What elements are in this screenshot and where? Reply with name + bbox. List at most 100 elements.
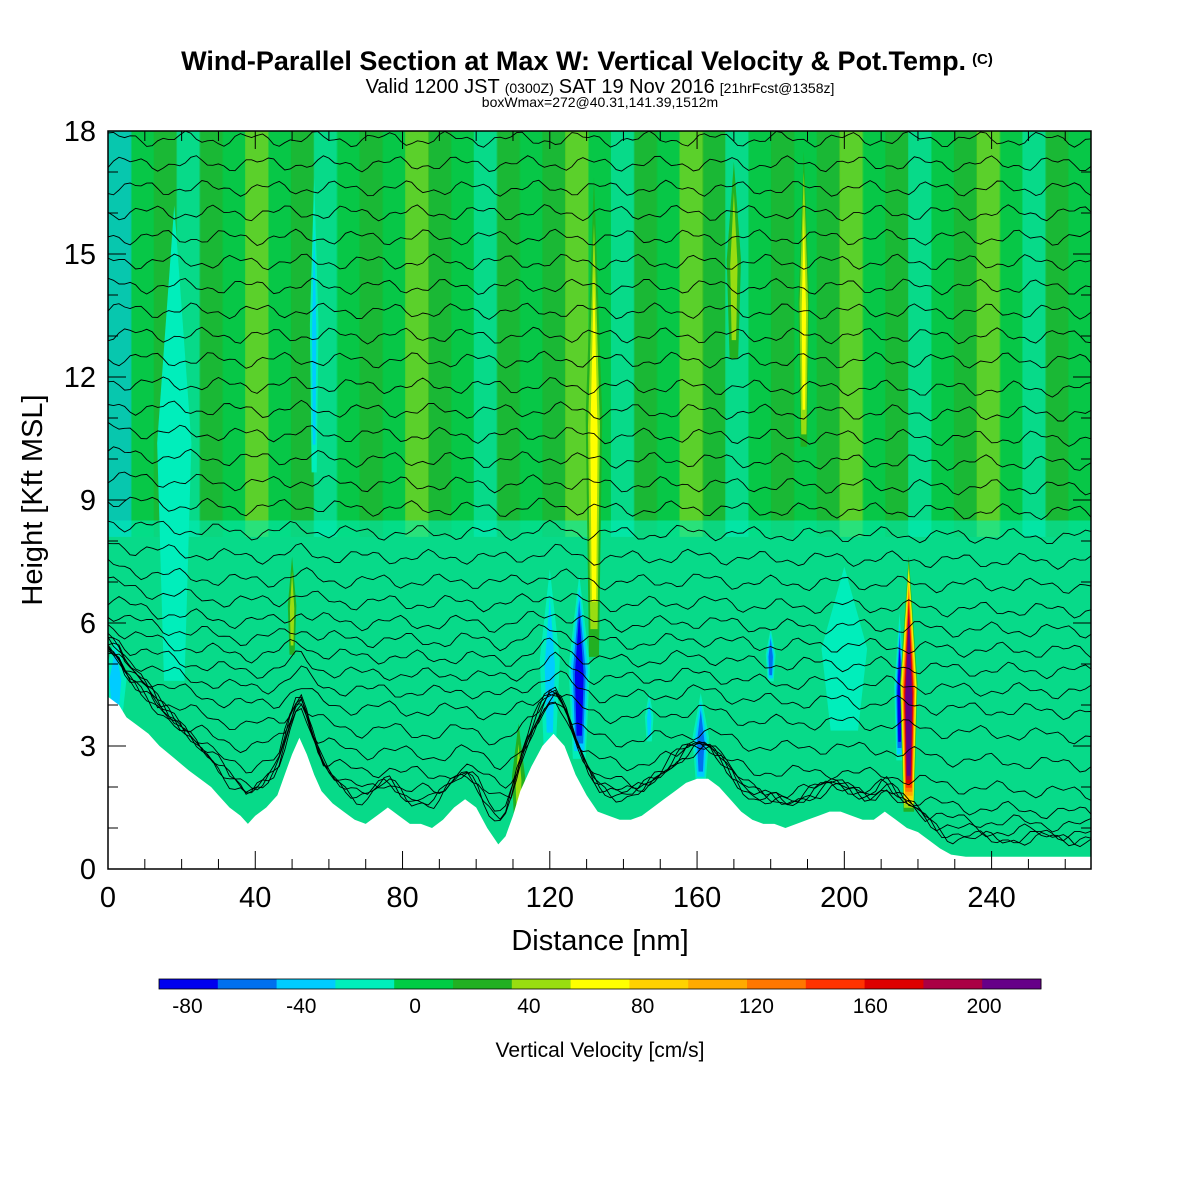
velocity-band [930,131,955,537]
updraft-core [905,615,912,776]
subtitle-forecast: [21hrFcst@1358z] [720,80,835,96]
theta-contour [108,624,1091,680]
subtitle-date: SAT 19 Nov 2016 [559,76,715,98]
velocity-band [770,131,795,537]
updraft-core [289,571,295,646]
colorbar-swatch [335,979,395,989]
updraft-core [590,269,598,602]
y-tick-label: 12 [64,362,96,394]
theta-contour [108,642,1091,773]
theta-contours [108,131,1091,848]
y-tick-label: 0 [80,854,96,886]
colorbar-tick-label: -40 [286,995,316,1018]
downdraft-core [697,710,705,772]
theta-contour [108,650,1091,801]
colorbar-tick-label: 120 [739,995,774,1018]
theta-contour [108,131,1091,148]
velocity-band [336,131,361,537]
velocity-band [953,131,978,537]
colorbar-tick-label: 80 [631,995,654,1018]
theta-contour [108,646,1091,820]
velocity-band [268,131,292,537]
velocity-band [1068,131,1091,537]
velocity-band [130,131,155,537]
colorbar-frame [158,978,1042,990]
theta-contour [108,644,1091,847]
velocity-band [496,131,521,537]
theta-contour [108,302,1091,320]
theta-contour [108,179,1091,197]
colorbar-swatch [217,979,278,989]
velocity-band [702,131,727,537]
y-tick-label: 6 [80,608,96,640]
colorbar-swatch [864,979,924,989]
y-tick-label: 18 [64,116,96,148]
theta-contour [108,326,1091,345]
velocity-band [862,131,887,537]
velocity-band [885,131,910,537]
velocity-band [1045,131,1070,537]
downdraft-core [646,699,652,737]
downdraft-core [768,638,773,676]
velocity-band [908,131,932,537]
velocity-band [633,131,658,537]
theta-contour [108,204,1091,222]
downdraft-core [897,643,902,742]
x-tick-label: 240 [967,882,1015,914]
velocity-fill [108,131,1091,869]
theta-contour [108,350,1091,369]
downdraft-core [544,597,555,733]
downdraft-core [574,612,584,736]
colorbar-swatch [276,979,336,989]
chart-title: Wind-Parallel Section at Max W: Vertical… [181,46,993,76]
theta-contour [108,228,1091,247]
velocity-band [816,131,841,537]
subtitle-valid: Valid 1200 JST [366,76,500,98]
colorbar-tick-label: 0 [409,995,421,1018]
colorbar-tick-label: -80 [172,995,202,1018]
colorbar-tick-label: 160 [853,995,888,1018]
velocity-band [222,131,247,537]
x-tick-label: 120 [526,882,574,914]
theta-contour [108,632,1091,745]
x-tick-label: 160 [673,882,721,914]
updraft-core [801,213,807,410]
colorbar-tick-label: 40 [517,995,540,1018]
velocity-band [542,131,567,537]
colorbar-swatch [511,979,572,989]
x-tick-label: 0 [100,882,116,914]
downdraft-core [832,592,857,716]
title-copyright-mark: (C) [972,51,993,68]
velocity-band [359,131,384,537]
colorbar-swatch [453,979,513,989]
x-tick-label: 80 [386,882,418,914]
terrain-mask [108,696,1091,869]
y-tick-label: 15 [64,239,96,271]
x-tick-label: 200 [820,882,868,914]
theta-contour [108,595,1091,639]
chart-subtitle: Valid 1200 JST (0300Z) SAT 19 Nov 2016 [21h… [366,76,835,98]
x-axis: 0 40 80 120 160 200 240 [100,131,1066,914]
theta-contour [108,647,1091,833]
velocity-band [839,131,864,537]
subtitle-utc: (0300Z) [505,80,554,96]
colorbar-swatch [805,979,866,989]
velocity-band [405,131,430,537]
theta-contour [108,614,1091,659]
velocity-band [245,131,270,537]
y-axis-label: Height [Kft MSL] [17,394,49,605]
plot-area [108,131,1091,869]
velocity-band [610,131,635,537]
colorbar: -80 -40 0 40 80 120 160 200 [158,978,1042,1018]
colorbar-swatch [982,979,1042,989]
colorbar-swatch [688,979,748,989]
velocity-band [428,131,452,537]
colorbar-swatch [570,979,630,989]
theta-contour [108,636,1091,721]
colorbar-swatch [923,979,983,989]
theta-contour [108,519,1091,545]
velocity-band [519,131,544,537]
colorbar-swatch [159,979,219,989]
velocity-band [656,131,681,537]
